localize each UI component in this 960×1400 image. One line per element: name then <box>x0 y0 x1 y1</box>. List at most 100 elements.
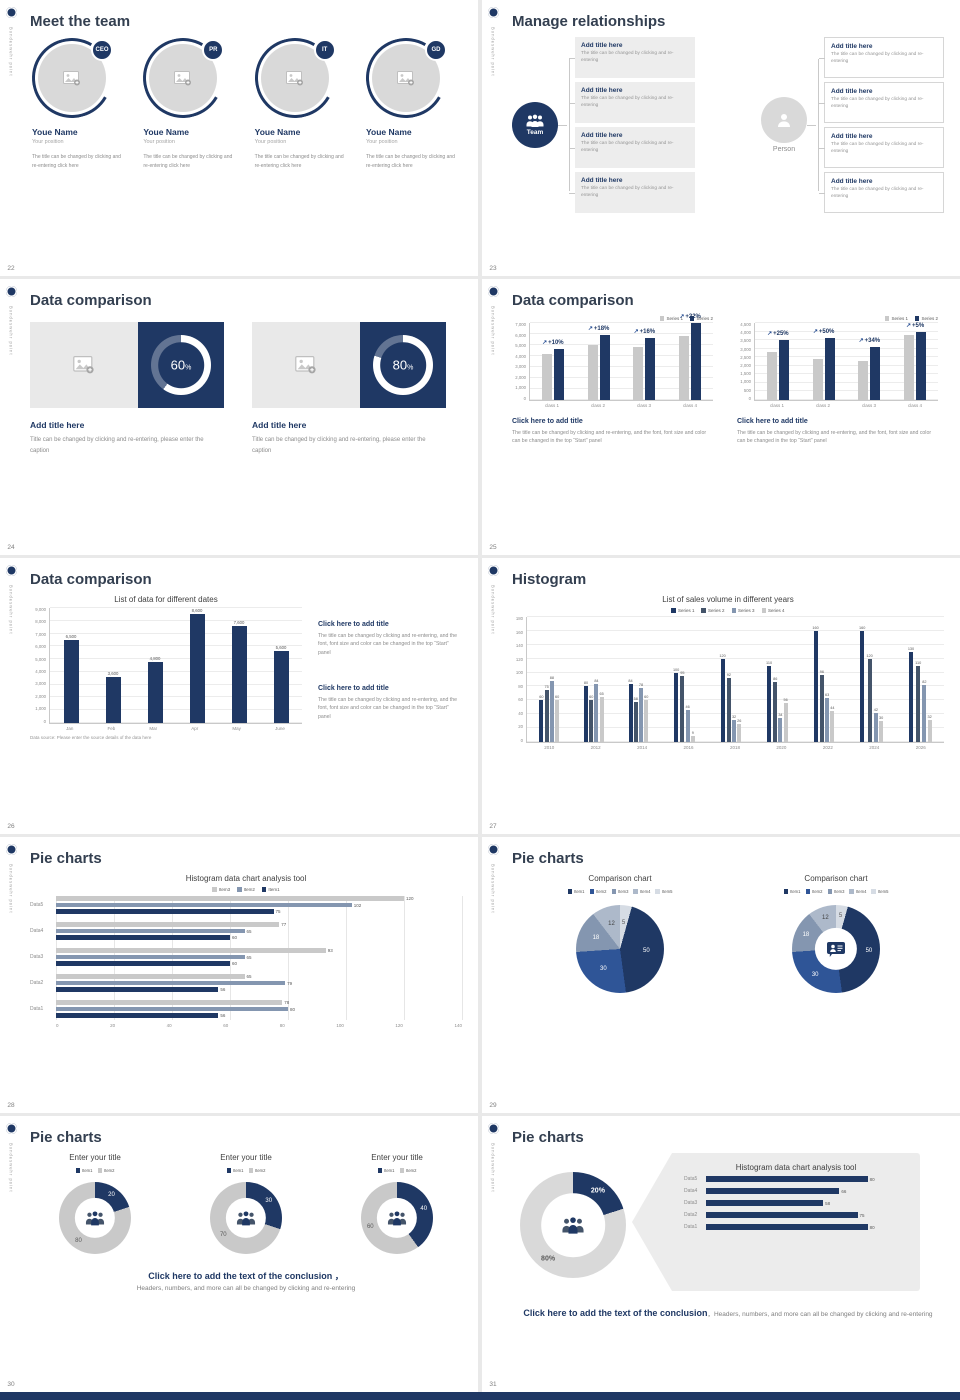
bar-wrap: 160 <box>812 617 819 742</box>
bar-wrap: 110 <box>766 617 772 742</box>
slide-29[interactable]: Bundeswehr point 29 Pie charts Compariso… <box>482 837 960 1113</box>
donut-chart: 20 80 <box>59 1182 131 1254</box>
bar-value: 88 <box>549 675 554 680</box>
legend-item: Item2 <box>805 889 823 894</box>
bar <box>56 928 245 934</box>
bar <box>589 700 594 742</box>
bar-groups: 6,500 3,600 4,800 8,600 7,600 5,600 <box>50 608 302 723</box>
bar-value: 60 <box>232 935 238 940</box>
bar-line: 75 <box>706 1212 908 1218</box>
category-label: Data5 <box>30 902 44 908</box>
slide-28[interactable]: Bundeswehr point 28 Pie charts Histogram… <box>0 837 478 1113</box>
bar-wrap <box>870 323 881 400</box>
bar-wrap: 60 <box>555 617 559 742</box>
slide-30[interactable]: Bundeswehr point 30 Pie charts Enter you… <box>0 1116 478 1392</box>
legend-swatch <box>567 889 573 894</box>
bar <box>231 625 247 723</box>
y-tick: 1,000 <box>35 706 46 712</box>
member-description: The title can be changed by clicking and… <box>254 154 344 169</box>
slice-label: 80% <box>541 1255 556 1263</box>
slide-22[interactable]: Bundeswehr point 22 Meet the team <box>0 0 478 276</box>
slide-27[interactable]: Bundeswehr point 27 Histogram List of sa… <box>482 558 960 834</box>
gridline <box>50 632 302 634</box>
grouped-bar-chart: 4,500 4,000 3,500 3,000 2,500 2,000 1,500 1,000… <box>737 322 938 408</box>
x-label: class 4 <box>682 403 697 408</box>
slide-rail: Bundeswehr point 27 <box>482 558 504 834</box>
x-tick: 40 <box>166 1023 172 1028</box>
bar <box>908 651 913 742</box>
bar-group: 66 <box>706 1188 908 1194</box>
y-tick: 2,000 <box>35 693 46 699</box>
y-tick: 3,500 <box>740 338 751 344</box>
bar-value: 9 <box>691 730 694 735</box>
people-icon <box>83 1211 107 1226</box>
legend-swatch <box>377 1168 383 1173</box>
gridline <box>50 709 302 711</box>
legend-label: Item3 <box>618 889 629 894</box>
up-arrow-icon: ↗ <box>858 337 864 344</box>
gridline <box>755 373 938 375</box>
member-position: Your position <box>365 139 398 145</box>
gridline <box>527 643 944 645</box>
slice-label: 12 <box>822 914 829 921</box>
slide-rail: Bundeswehr point 26 <box>0 558 22 834</box>
bar-value: 75 <box>859 1212 865 1218</box>
bar-line: 65 <box>56 955 462 960</box>
member-description: The title can be changed by clicking and… <box>32 154 121 169</box>
bar-group: 65 79 56 <box>56 974 462 992</box>
bottom-navy-bar <box>0 1392 960 1400</box>
legend-label: Item1 <box>384 1168 395 1173</box>
bar-wrap: 8,600 <box>189 608 205 723</box>
bar-value: 58 <box>633 696 638 701</box>
x-label: Feb <box>107 726 116 731</box>
member-name: Youe Name <box>143 127 189 137</box>
x-tick: 140 <box>454 1023 462 1028</box>
bar-value: 80 <box>583 681 589 686</box>
chart-legend: Item1 Item2 Item3 Item4 Item5 <box>567 889 672 894</box>
legend-label: Item1 <box>233 1168 244 1173</box>
slide-25[interactable]: Bundeswehr point 25 Data comparison Seri… <box>482 279 960 555</box>
legend-label: Item2 <box>255 1168 266 1173</box>
slide-26[interactable]: Bundeswehr point 26 Data comparison List… <box>0 558 478 834</box>
x-label: 2026 <box>915 745 926 750</box>
y-tick: 2,000 <box>740 362 751 368</box>
donut-hole <box>380 342 426 388</box>
bar <box>904 334 915 400</box>
note-body: The title can be changed by clicking and… <box>318 696 457 720</box>
slice-label: 30 <box>811 971 819 978</box>
legend-item: Series 1 <box>884 316 908 321</box>
bar <box>879 721 884 742</box>
bar-value: 82 <box>922 680 927 685</box>
slice-label: 50 <box>865 948 873 955</box>
slide-24[interactable]: Bundeswehr point 24 Data comparison <box>0 279 478 555</box>
y-tick: 1,000 <box>515 385 526 391</box>
growth-label: ↗+22% <box>679 314 701 320</box>
chart-legend: Series 1 Series 2 <box>512 316 713 321</box>
card-title: Add title here <box>252 420 307 430</box>
slice-label: 20 <box>108 1192 115 1199</box>
slice-label: 70 <box>219 1231 227 1238</box>
bar-wrap: 56 <box>784 617 788 742</box>
box-body: The title can be changed by clicking and… <box>831 52 924 64</box>
bar-group: 160 120 42 30 <box>859 617 883 742</box>
callout-arrow-shape <box>632 1153 672 1291</box>
slide-title: Pie charts <box>30 850 102 867</box>
legend-label: Item2 <box>812 889 823 894</box>
slide-title: Meet the team <box>30 13 131 30</box>
slide-23[interactable]: Bundeswehr point 23 Manage relationships… <box>482 0 960 276</box>
bar-wrap <box>599 323 610 400</box>
bar <box>56 987 219 992</box>
legend-item: Item3 <box>827 889 844 894</box>
legend-swatch <box>914 316 920 321</box>
title-box: Add title here The title can be changed … <box>569 37 695 78</box>
bar-value: 80 <box>869 1176 875 1182</box>
title-box: Add title here The title can be changed … <box>569 82 695 123</box>
bar-wrap: 3,600 <box>105 608 121 723</box>
bar <box>56 954 245 960</box>
bar-wrap: 58 <box>634 617 638 742</box>
slide-31[interactable]: Bundeswehr point 31 Pie charts 20% 80% <box>482 1116 960 1392</box>
gridline <box>50 696 302 698</box>
people-icon <box>559 1216 587 1234</box>
team-icon-column: Team <box>512 102 567 148</box>
